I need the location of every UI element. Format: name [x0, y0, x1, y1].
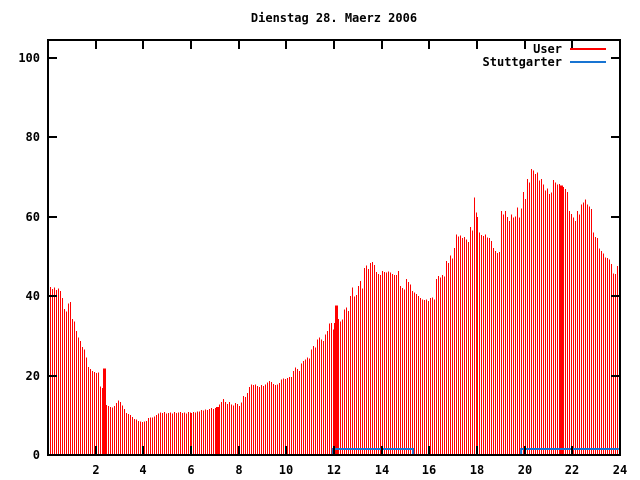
x-tick-label: 22 — [565, 463, 579, 477]
x-tick-label: 18 — [470, 463, 484, 477]
x-tick-label: 10 — [279, 463, 293, 477]
axes-layer — [47, 39, 621, 456]
x-tick-label: 16 — [422, 463, 436, 477]
x-tick-label: 2 — [92, 463, 99, 477]
legend-label-user: User — [533, 42, 562, 56]
legend: User Stuttgarter — [483, 42, 606, 69]
x-tick-label: 6 — [187, 463, 194, 477]
y-tick-label: 60 — [26, 210, 40, 224]
x-tick-label: 4 — [139, 463, 146, 477]
y-tick-label: 20 — [26, 369, 40, 383]
y-tick-label: 40 — [26, 289, 40, 303]
y-tick-label: 100 — [18, 51, 40, 65]
x-tick-label: 20 — [518, 463, 532, 477]
x-tick-label: 12 — [327, 463, 341, 477]
x-tick-label: 24 — [613, 463, 627, 477]
y-tick-label: 0 — [33, 448, 40, 462]
x-tick-label: 14 — [375, 463, 389, 477]
legend-label-stuttgarter: Stuttgarter — [483, 55, 562, 69]
user-bars-layer — [48, 168, 620, 455]
chart-title: Dienstag 28. Maerz 2006 — [251, 11, 417, 25]
x-tick-label: 8 — [235, 463, 242, 477]
y-tick-label: 80 — [26, 130, 40, 144]
